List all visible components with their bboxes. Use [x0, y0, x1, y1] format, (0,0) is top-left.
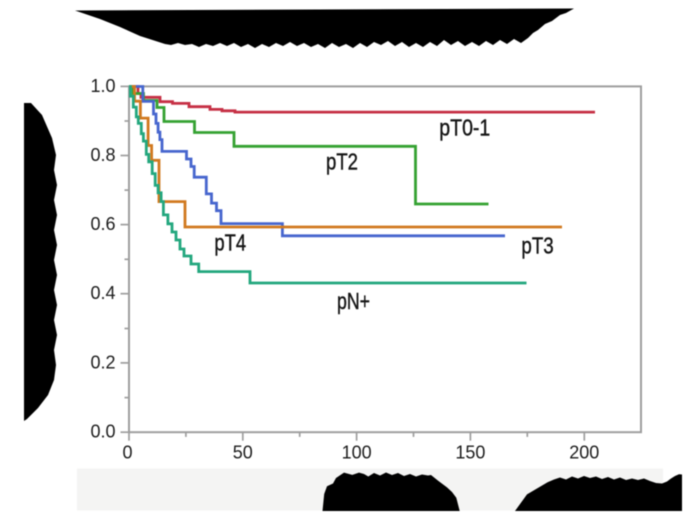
svg-text:0.6: 0.6 [90, 214, 115, 234]
svg-text:pT2: pT2 [326, 149, 358, 175]
svg-text:pT3: pT3 [521, 233, 553, 259]
svg-text:0.8: 0.8 [90, 145, 115, 165]
svg-text:1.0: 1.0 [90, 76, 115, 96]
svg-text:0.2: 0.2 [90, 352, 115, 372]
svg-text:0.0: 0.0 [90, 422, 115, 442]
svg-text:pN+: pN+ [337, 288, 370, 314]
svg-text:50: 50 [233, 442, 253, 462]
svg-text:pT4: pT4 [214, 229, 246, 255]
svg-text:100: 100 [342, 442, 372, 462]
svg-text:150: 150 [455, 442, 485, 462]
svg-text:pT0-1: pT0-1 [439, 115, 490, 141]
svg-text:0.4: 0.4 [90, 283, 115, 303]
svg-text:200: 200 [569, 442, 599, 462]
svg-text:0: 0 [122, 442, 132, 462]
